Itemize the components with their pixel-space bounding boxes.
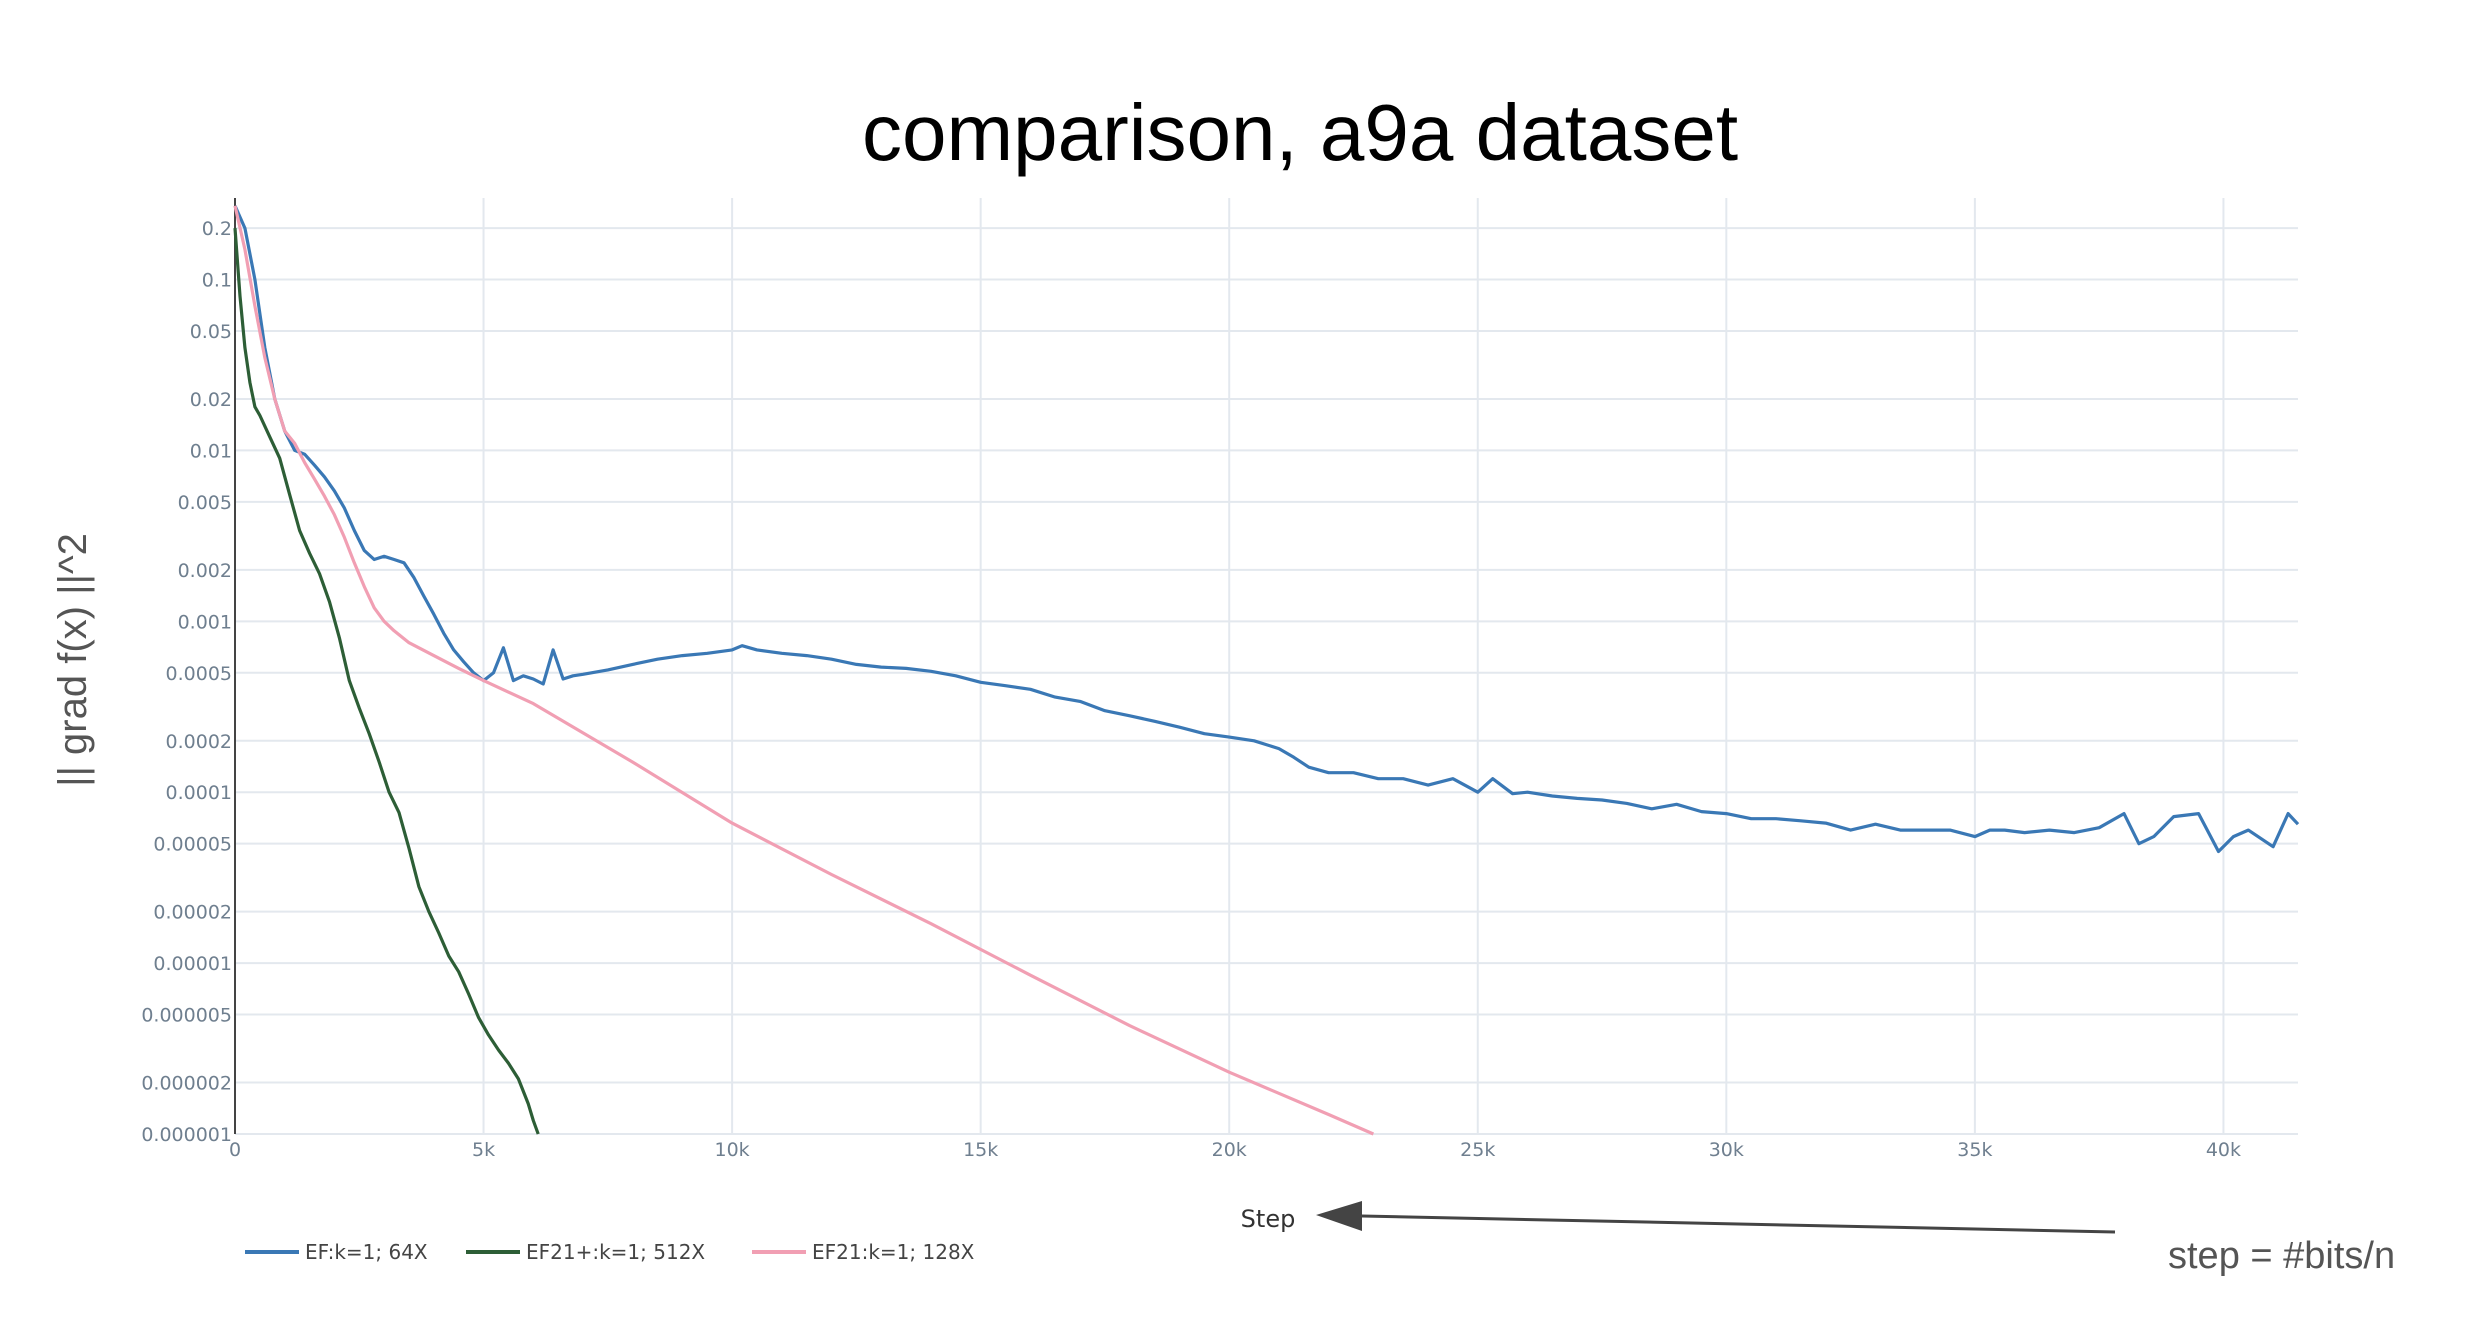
y-tick-label: 0.01 [190, 440, 232, 462]
y-tick-label: 0.00002 [153, 902, 232, 924]
series-lines [233, 205, 2300, 1136]
y-tick-label: 0.002 [178, 560, 232, 582]
annotation: step = #bits/n [1316, 1201, 2395, 1277]
annotation-arrowhead-icon [1316, 1201, 1362, 1231]
x-axis-title: Step [1241, 1205, 1296, 1233]
x-tick-label: 30k [1709, 1139, 1744, 1161]
series-line-2 [233, 205, 1375, 1136]
y-tick-label: 0.005 [178, 492, 232, 514]
chart-title: comparison, a9a dataset [862, 88, 1738, 177]
x-tick-label: 0 [229, 1139, 241, 1161]
x-tick-label: 25k [1460, 1139, 1495, 1161]
series-line-1 [233, 227, 540, 1135]
series-line-0 [233, 205, 2300, 854]
x-tick-label: 15k [963, 1139, 998, 1161]
y-tick-labels: 0.2 0.1 0.05 0.02 0.01 0.005 0.002 0.001 0.0005 0… [141, 218, 232, 1146]
legend-label: EF21+:k=1; 512X [526, 1240, 705, 1264]
x-tick-labels: 0 5k 10k 15k 20k 25k 30k 35k 40k [229, 1139, 2241, 1161]
legend-label: EF:k=1; 64X [305, 1240, 428, 1264]
y-gridlines [235, 227, 2298, 1135]
y-tick-label: 0.00005 [153, 834, 232, 856]
x-tick-label: 5k [472, 1139, 495, 1161]
y-tick-label: 0.0001 [166, 782, 232, 804]
legend-label: EF21:k=1; 128X [812, 1240, 975, 1264]
y-tick-label: 0.00001 [153, 953, 232, 975]
y-tick-label: 0.001 [178, 611, 232, 633]
legend: EF:k=1; 64X EF21+:k=1; 512X EF21:k=1; 128X [245, 1240, 975, 1264]
x-gridlines [482, 198, 2225, 1134]
y-tick-label: 0.000002 [141, 1073, 232, 1095]
y-tick-label: 0.2 [202, 218, 232, 240]
y-tick-label: 0.02 [190, 389, 232, 411]
y-tick-label: 0.0002 [166, 731, 232, 753]
y-tick-label: 0.0005 [166, 663, 232, 685]
y-tick-label: 0.1 [202, 270, 232, 292]
x-tick-label: 20k [1212, 1139, 1247, 1161]
x-tick-label: 10k [715, 1139, 750, 1161]
annotation-text: step = #bits/n [2168, 1235, 2395, 1277]
y-tick-label: 0.05 [190, 321, 232, 343]
annotation-arrow-line [1361, 1214, 2116, 1234]
x-tick-label: 35k [1957, 1139, 1992, 1161]
y-axis-label: || grad f(x) ||^2 [51, 533, 95, 787]
x-tick-label: 40k [2206, 1139, 2241, 1161]
y-tick-label: 0.000005 [141, 1005, 232, 1027]
y-tick-label: 0.000001 [141, 1124, 232, 1146]
